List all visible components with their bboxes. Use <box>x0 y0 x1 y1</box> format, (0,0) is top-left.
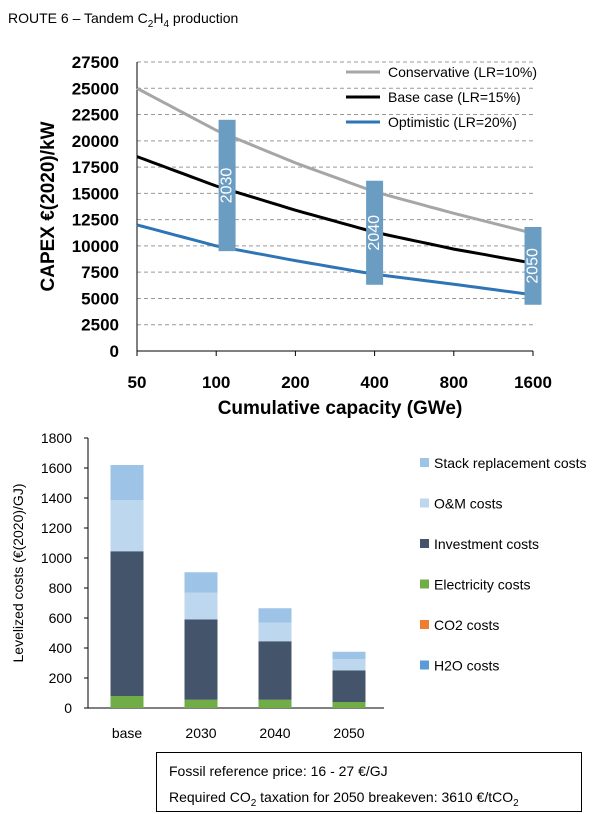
co2-taxation-text: Required CO2 taxation for 2050 breakeven… <box>169 789 519 809</box>
range-bar-label: 2050 <box>525 248 542 284</box>
y-tick-label: 22500 <box>72 106 119 125</box>
range-bar-2040 <box>366 180 384 285</box>
legend-swatch <box>420 458 429 467</box>
legend-swatch <box>420 660 429 670</box>
legend-label: CO2 costs <box>434 617 499 633</box>
bar-segment-stack-replacement-costs <box>184 572 218 593</box>
legend-label: Base case (LR=15%) <box>388 89 521 105</box>
bar-segment-o-m-costs <box>110 500 144 552</box>
y-tick-label: 1200 <box>41 520 72 536</box>
legend-label: H2O costs <box>434 658 499 674</box>
page-title: ROUTE 6 – Tandem C2H4 production <box>8 10 239 30</box>
y-axis-title: CAPEX €(2020)/kW <box>38 121 59 291</box>
y-tick-label: 400 <box>49 640 73 656</box>
bar-segment-investment-costs <box>332 670 366 702</box>
y-tick-label: 12500 <box>72 211 119 230</box>
bar-segment-stack-replacement-costs <box>332 651 366 660</box>
y-tick-label: 1600 <box>41 460 72 476</box>
info-box: Fossil reference price: 16 - 27 €/GJ Req… <box>156 752 582 812</box>
series-line-optimistic-lr-20 <box>136 223 534 297</box>
bar-segment-stack-replacement-costs <box>110 465 144 501</box>
y-tick-label: 17500 <box>72 158 119 177</box>
bar-segment-investment-costs <box>110 551 144 696</box>
x-tick-label: 200 <box>281 373 309 392</box>
y-tick-label: 25000 <box>72 79 119 98</box>
legend-swatch <box>420 498 429 508</box>
range-bar-label: 2030 <box>219 168 236 204</box>
x-tick-label: 50 <box>128 373 147 392</box>
y-tick-label: 7500 <box>81 263 119 282</box>
levelized-costs-chart: 0 200 400 600 800 1000 1200 1400 1600 1800 Leveliz… <box>10 430 587 741</box>
x-axis-title: Cumulative capacity (GWe) <box>218 398 463 419</box>
y-tick-label: 5000 <box>81 289 119 308</box>
y-tick-label: 600 <box>49 610 73 626</box>
y-axis-title: Levelized costs (€(2020)/GJ) <box>10 484 26 663</box>
series-line-conservative-lr-10 <box>136 86 534 235</box>
fossil-reference-price-text: Fossil reference price: 16 - 27 €/GJ <box>169 763 388 779</box>
y-tick-label: 10000 <box>72 237 119 256</box>
x-tick-label: 100 <box>202 373 230 392</box>
bar-segment-o-m-costs <box>184 592 218 620</box>
capex-learning-curve-chart: 0 2500 5000 7500 10000 12500 15000 17500 20000 22… <box>38 53 552 419</box>
bar-segment-electricity-costs <box>110 696 144 708</box>
bar-segment-electricity-costs <box>184 699 218 708</box>
y-tick-label: 1400 <box>41 490 72 506</box>
y-tick-label: 2500 <box>81 316 119 335</box>
x-tick-label: base <box>112 725 143 741</box>
legend-label: Stack replacement costs <box>434 455 587 471</box>
x-tick-label: 1600 <box>514 373 552 392</box>
y-tick-label: 0 <box>64 700 72 716</box>
legend-swatch <box>420 579 429 589</box>
bar-segment-investment-costs <box>258 641 292 700</box>
legend-swatch <box>420 620 429 629</box>
y-tick-label: 15000 <box>72 184 119 203</box>
bar-segment-stack-replacement-costs <box>258 608 292 623</box>
x-tick-label: 800 <box>440 373 468 392</box>
range-bar-label: 2040 <box>366 215 383 251</box>
x-tick-label: 2050 <box>333 725 364 741</box>
series-line-base-case-lr-15 <box>136 155 534 265</box>
y-tick-label: 27500 <box>72 53 119 72</box>
legend-label: Investment costs <box>434 536 539 552</box>
bar-segment-o-m-costs <box>332 659 366 671</box>
y-tick-label: 1000 <box>41 550 72 566</box>
legend-label: O&M costs <box>434 496 502 512</box>
bar-segment-investment-costs <box>184 619 218 700</box>
y-tick-label: 20000 <box>72 132 119 151</box>
x-tick-label: 2030 <box>185 725 216 741</box>
x-tick-label: 400 <box>360 373 388 392</box>
legend-label: Conservative (LR=10%) <box>388 64 537 80</box>
legend-swatch <box>420 539 429 548</box>
y-tick-label: 200 <box>49 670 73 686</box>
legend-label: Electricity costs <box>434 577 530 593</box>
y-tick-label: 1800 <box>41 430 72 446</box>
y-tick-label: 800 <box>49 580 73 596</box>
y-tick-label: 0 <box>110 342 119 361</box>
range-bar-2050 <box>524 226 542 305</box>
range-bar-2030 <box>218 119 236 252</box>
legend-label: Optimistic (LR=20%) <box>388 114 517 130</box>
bar-segment-electricity-costs <box>332 702 366 708</box>
x-tick-label: 2040 <box>259 725 290 741</box>
bar-segment-o-m-costs <box>258 622 292 642</box>
bar-segment-electricity-costs <box>258 699 292 708</box>
